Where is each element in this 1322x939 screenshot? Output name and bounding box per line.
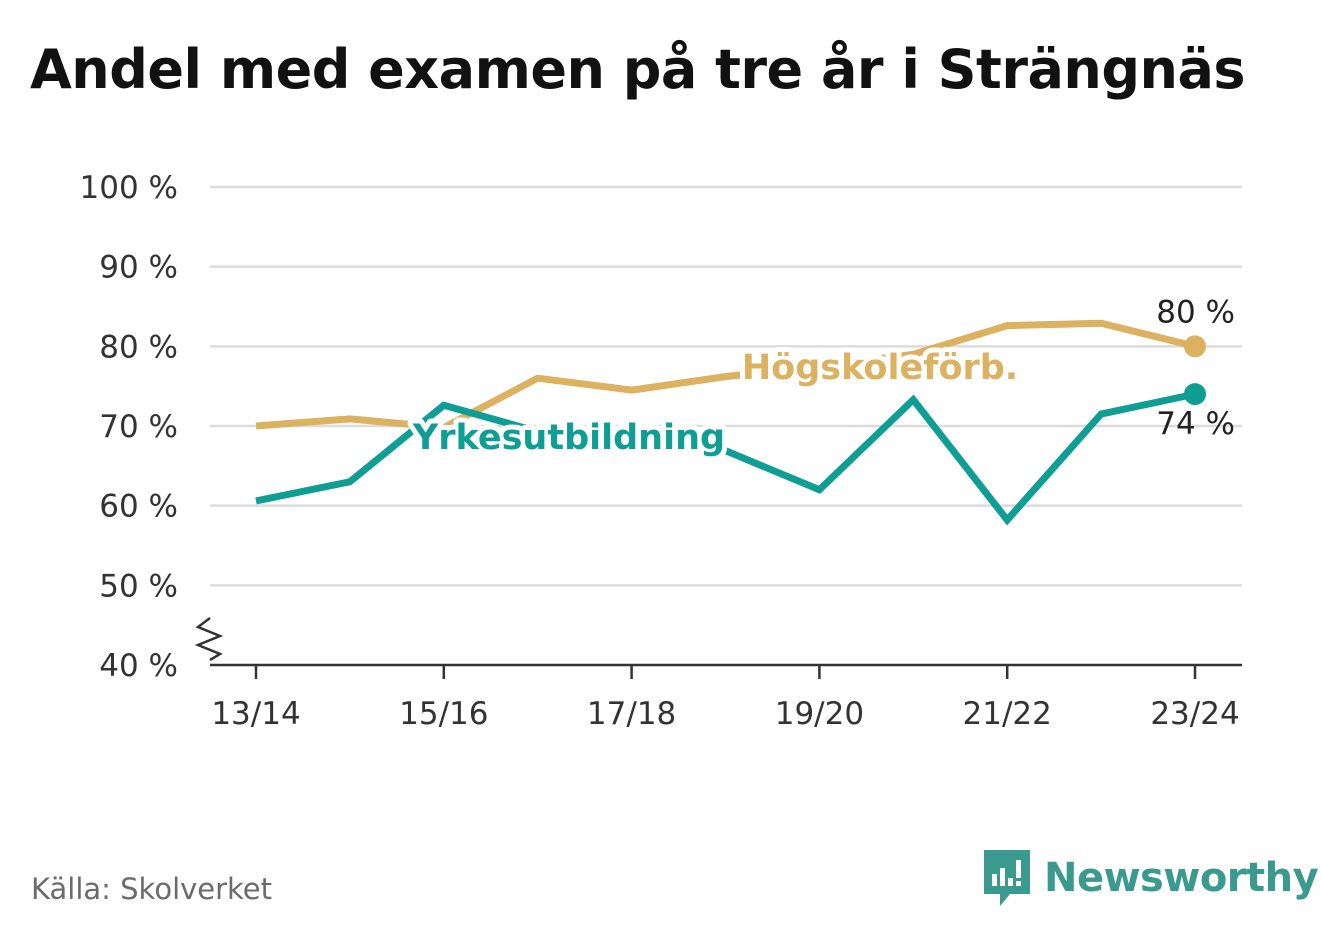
y-tick-label: 60 %: [99, 489, 178, 525]
end-point: [1184, 383, 1206, 406]
x-tick-label: 21/22: [963, 696, 1052, 732]
gridlines: [210, 185, 1242, 587]
end-point: [1184, 335, 1206, 358]
x-tick-label: 19/20: [775, 696, 864, 732]
series-name-label: Högskoleförb.: [742, 348, 1018, 388]
series-labels: 80 % 74 % Högskoleförb. Yrkesutbildning: [407, 294, 1235, 463]
end-value-label: 80 %: [1156, 294, 1235, 330]
axis-break-mark: [194, 617, 224, 662]
y-axis-ticks: 40 % 50 % 60 % 70 % 80 % 90 % 100 %: [80, 170, 178, 684]
brand-logo: Newsworthy: [982, 848, 1319, 908]
y-tick-label: 50 %: [99, 568, 178, 604]
x-tick-label: 17/18: [587, 696, 676, 732]
x-tick-label: 13/14: [211, 696, 300, 732]
end-value-label: 74 %: [1156, 406, 1235, 442]
y-tick-label: 100 %: [80, 170, 178, 206]
y-tick-label: 90 %: [99, 250, 178, 286]
x-axis: 13/14 15/16 17/18 19/20 21/22 23/24: [194, 617, 1242, 732]
series-name-label: Yrkesutbildning: [412, 418, 725, 458]
y-tick-label: 80 %: [99, 329, 178, 365]
series-lines: [255, 319, 1206, 526]
bar-chart-speech-icon: [984, 850, 1030, 906]
page-title: Andel med examen på tre år i Strängnäs: [30, 38, 1246, 101]
brand-name: Newsworthy: [1044, 855, 1319, 901]
y-tick-label: 70 %: [99, 409, 178, 445]
series-line: [255, 390, 1196, 526]
source-note: Källa: Skolverket: [31, 872, 273, 906]
series-line: [255, 319, 1196, 432]
x-tick-label: 15/16: [399, 696, 488, 732]
y-tick-label: 40 %: [99, 648, 178, 684]
x-tick-label: 23/24: [1150, 696, 1239, 732]
